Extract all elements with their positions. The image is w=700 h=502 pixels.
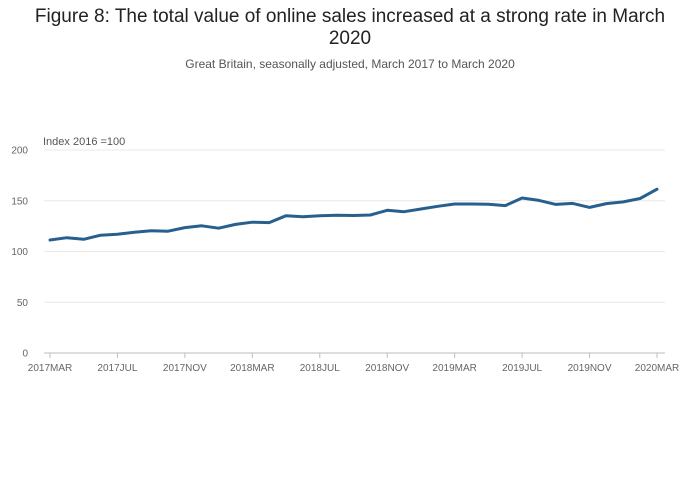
y-tick-label: 100 — [11, 247, 28, 258]
y-axis-label: Index 2016 =100 — [43, 136, 126, 148]
gridlines — [44, 149, 665, 354]
x-tick-label: 2018NOV — [365, 363, 409, 374]
y-tick-label: 150 — [11, 196, 28, 207]
y-tick-label: 200 — [11, 146, 28, 157]
x-tick-label: 2017MAR — [28, 363, 72, 374]
y-tick-label: 0 — [22, 349, 28, 360]
series-group — [48, 187, 659, 242]
series-line — [48, 187, 659, 242]
x-tick-label: 2019JUL — [502, 363, 542, 374]
y-tick-label: 50 — [17, 298, 29, 309]
x-tick-label: 2019NOV — [568, 363, 612, 374]
x-tick-label: 2018MAR — [230, 363, 274, 374]
chart-title: Figure 8: The total value of online sale… — [34, 6, 666, 49]
x-tick-label: 2019MAR — [432, 363, 476, 374]
x-tick-label: 2018JUL — [300, 363, 340, 374]
x-tick-label: 2017NOV — [163, 363, 207, 374]
chart-subtitle: Great Britain, seasonally adjusted, Marc… — [185, 57, 515, 71]
x-axis-ticks: 2017MAR 2017JUL 2017NOV 2018MAR 2018JUL 2018N… — [28, 353, 679, 374]
y-axis-ticks: 0 50 100 150 200 — [11, 146, 28, 360]
x-tick-label: 2017JUL — [97, 363, 137, 374]
x-tick-label: 2020MAR — [635, 363, 679, 374]
